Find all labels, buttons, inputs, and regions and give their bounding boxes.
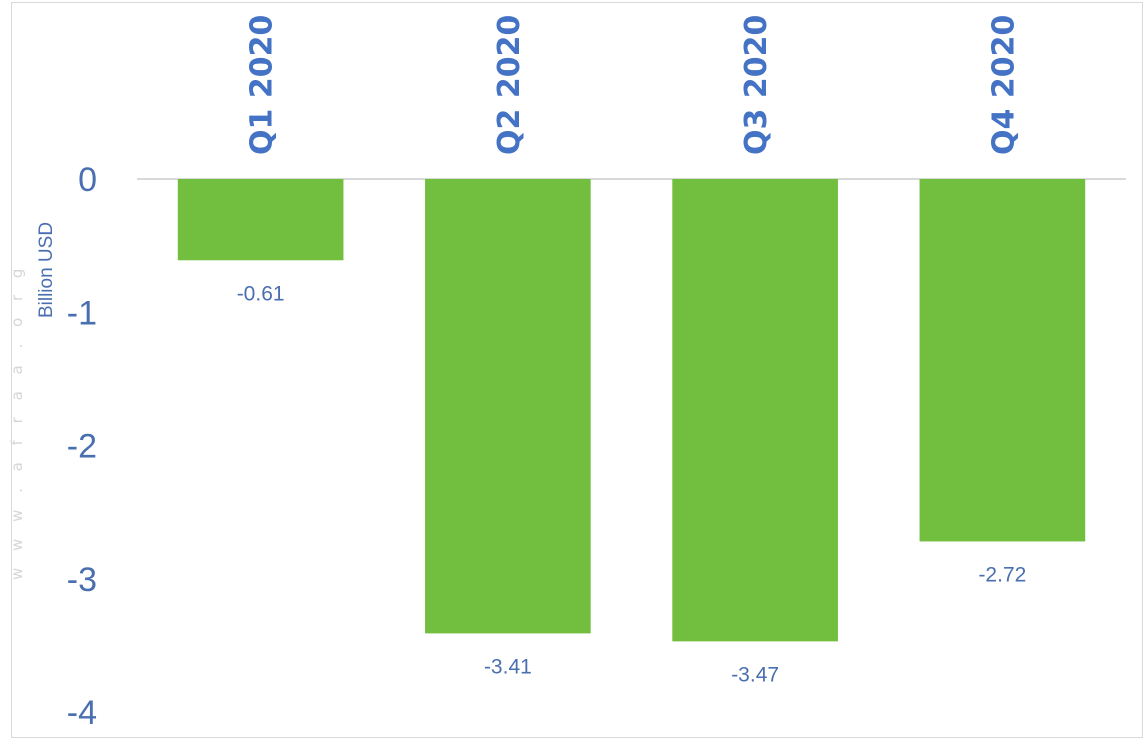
y-tick-label: -3 [67, 561, 97, 599]
bar [425, 179, 591, 634]
chart-frame [11, 2, 1143, 738]
category-label: Q1 2020 [245, 15, 280, 155]
data-label: -2.72 [978, 563, 1026, 586]
data-label: -3.41 [484, 655, 532, 678]
y-axis-title: Billion USD [36, 222, 57, 318]
bar [919, 179, 1086, 542]
data-label: -3.47 [731, 663, 779, 686]
y-tick-label: -1 [67, 294, 97, 332]
bars-group [177, 179, 1086, 642]
y-tick-label: -4 [67, 694, 97, 732]
y-tick-label: 0 [78, 161, 97, 199]
data-labels: -0.61 -3.41 -3.47 -2.72 [237, 282, 1027, 686]
watermark-text: w w w . a f r a a . o r g [8, 263, 26, 580]
category-label: Q2 2020 [492, 15, 527, 155]
bar [177, 179, 344, 261]
y-tick-label: -2 [67, 428, 97, 466]
y-axis-ticks: 0 -1 -2 -3 -4 [67, 161, 97, 732]
category-label: Q4 2020 [986, 15, 1021, 155]
data-label: -0.61 [237, 282, 285, 305]
bar [672, 179, 838, 642]
category-labels: Q1 2020 Q2 2020 Q3 2020 Q4 2020 [245, 15, 1022, 155]
category-label: Q3 2020 [739, 15, 774, 155]
